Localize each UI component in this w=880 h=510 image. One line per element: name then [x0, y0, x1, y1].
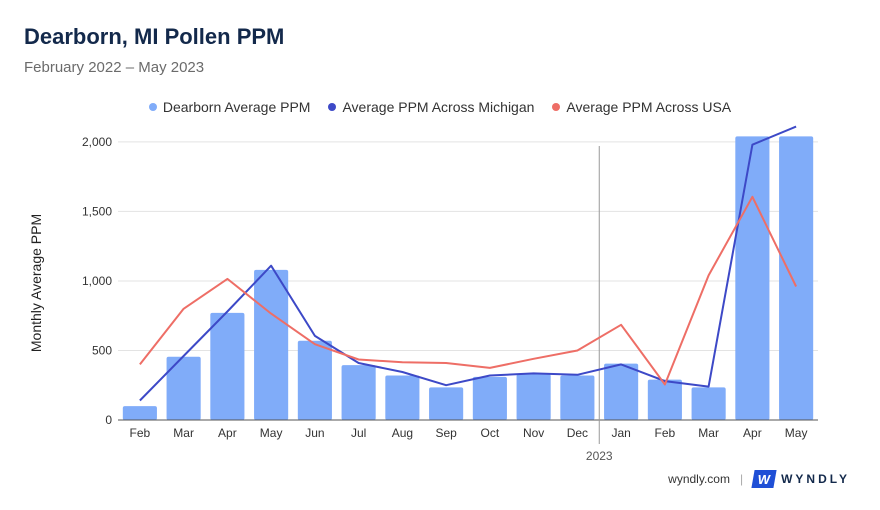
bar-dearborn [691, 387, 726, 420]
bar-dearborn [385, 375, 420, 420]
brand-logo: W WYNDLY [751, 470, 850, 488]
bar-dearborn [735, 136, 770, 421]
bar-dearborn [560, 375, 595, 420]
chart-subtitle: February 2022 – May 2023 [24, 59, 205, 76]
x-tick-label: Dec [567, 426, 588, 440]
line-usa [139, 195, 797, 386]
legend-label-michigan: Average PPM Across Michigan [342, 99, 535, 115]
x-tick-label: Jan [611, 426, 630, 440]
legend-label-usa: Average PPM Across USA [566, 99, 732, 115]
bar-dearborn [472, 376, 507, 420]
footer: wyndly.com | W WYNDLY [668, 470, 850, 488]
x-tick-label: Mar [173, 426, 194, 440]
y-tick-label: 2,000 [82, 135, 112, 149]
legend-item-usa: Average PPM Across USA [552, 99, 731, 115]
x-tick-label: Jul [351, 426, 366, 440]
x-tick-label: Apr [743, 426, 762, 440]
legend-dot-usa [552, 103, 561, 111]
legend-item-dearborn: Dearborn Average PPM [148, 99, 311, 115]
year-label: 2023 [586, 449, 613, 463]
bar-dearborn [516, 374, 551, 420]
x-tick-label: Mar [698, 426, 719, 440]
footer-site[interactable]: wyndly.com [668, 472, 730, 486]
chart-title: Dearborn, MI Pollen PPM [24, 24, 285, 49]
y-tick-label: 1,000 [82, 274, 112, 288]
line-michigan [139, 125, 797, 402]
x-tick-label: Aug [392, 426, 413, 440]
legend: Dearborn Average PPM Average PPM Across … [0, 99, 880, 115]
x-tick-label: May [260, 426, 283, 440]
bar-dearborn [254, 269, 289, 420]
bar-dearborn [429, 387, 464, 420]
legend-item-michigan: Average PPM Across Michigan [328, 99, 534, 115]
y-tick-label: 0 [105, 413, 112, 427]
footer-separator: | [739, 472, 744, 486]
bar-dearborn [647, 379, 682, 420]
legend-label-dearborn: Dearborn Average PPM [162, 99, 311, 115]
x-tick-label: Apr [218, 426, 237, 440]
y-tick-label: 1,500 [82, 204, 112, 218]
x-tick-label: Feb [655, 426, 676, 440]
x-tick-label: Feb [130, 426, 151, 440]
bar-dearborn [166, 356, 201, 420]
x-tick-label: Nov [523, 426, 544, 440]
x-tick-label: Sep [435, 426, 457, 440]
legend-dot-dearborn [148, 103, 157, 111]
legend-dot-michigan [328, 103, 337, 111]
bar-dearborn [210, 312, 245, 420]
bar-dearborn [604, 363, 639, 420]
brand-mark-icon: W [751, 470, 777, 488]
brand-name: WYNDLY [781, 472, 850, 486]
bar-dearborn [341, 365, 376, 420]
bar-dearborn [297, 340, 332, 420]
x-tick-label: May [785, 426, 808, 440]
y-tick-label: 500 [92, 343, 112, 357]
bar-dearborn [122, 406, 157, 420]
x-tick-label: Oct [481, 426, 500, 440]
bar-dearborn [779, 136, 814, 421]
x-tick-label: Jun [305, 426, 324, 440]
